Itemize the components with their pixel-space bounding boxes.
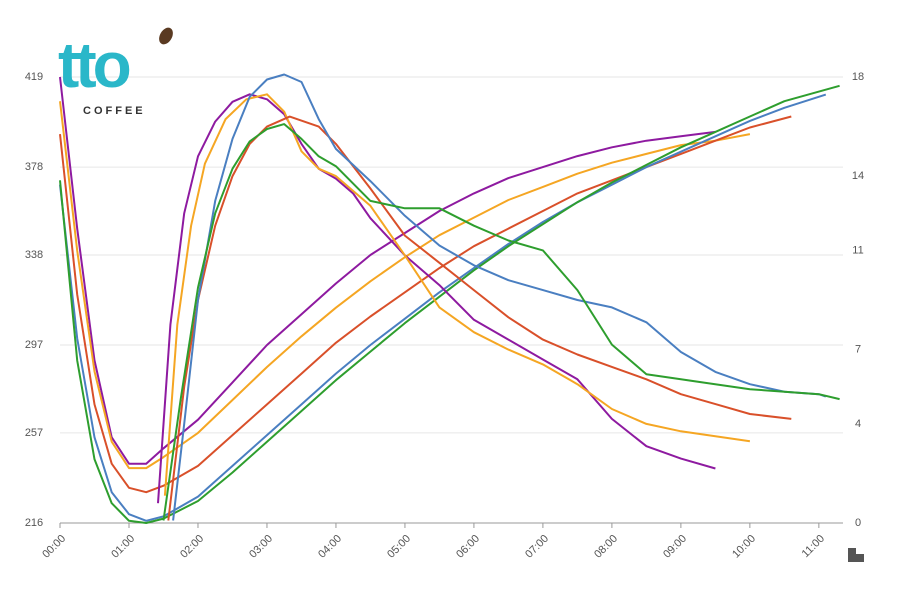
series-line [172,73,827,521]
series-line [162,123,840,521]
y-tick-label: 378 [25,161,43,173]
y2-tick-label: 18 [852,71,864,83]
logo: tto COFFEE [58,27,173,117]
series-line [167,115,792,521]
y2-tick-label: 4 [855,418,861,430]
series-line [59,76,716,465]
y2-tick-label: 0 [855,517,861,529]
y-tick-label: 297 [25,339,43,351]
logo-text: tto [58,29,130,101]
y-tick-label: 257 [25,427,43,439]
series-line [157,93,716,504]
series-line [59,101,751,470]
coffee-bean [159,27,173,45]
y2-tick-label: 11 [852,244,863,256]
series-line [163,93,751,496]
corner-icon [848,548,864,562]
y-tick-label: 338 [25,249,43,261]
series-line [59,84,840,524]
icon [848,548,864,562]
y2-tick-label: 14 [852,170,864,182]
logo-subtext: COFFEE [83,105,146,117]
y2-tick-label: 7 [855,343,861,355]
y-tick-label: 419 [25,71,43,83]
y-tick-label: 216 [25,517,43,529]
series-line [59,93,827,522]
